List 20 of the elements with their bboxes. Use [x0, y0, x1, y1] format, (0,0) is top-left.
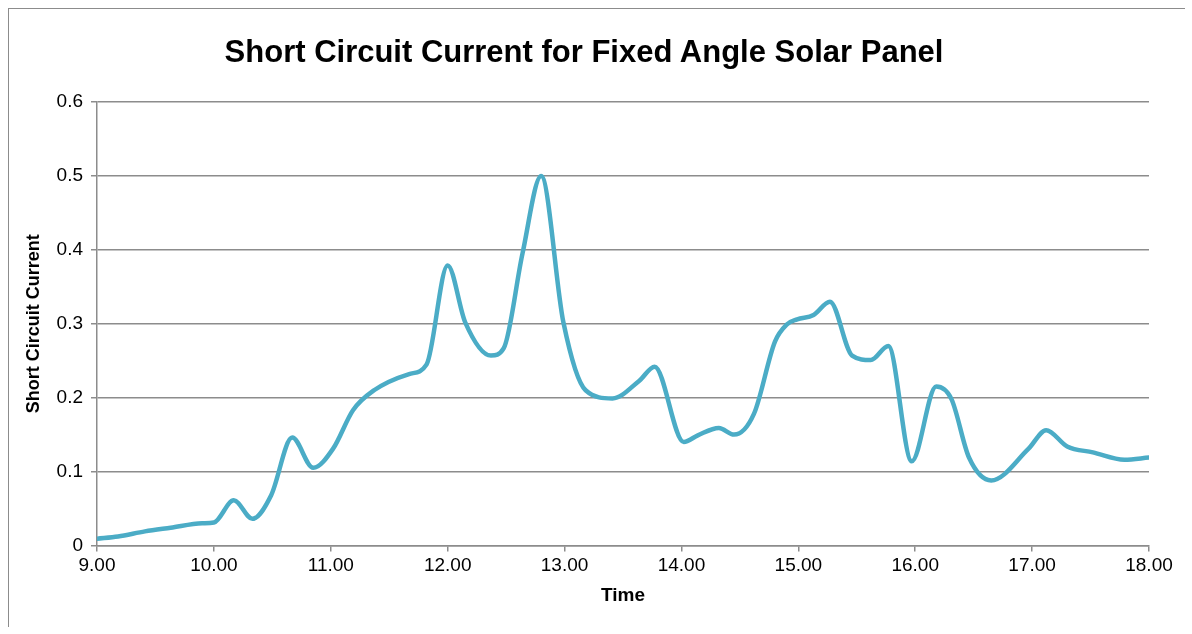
x-tick-label: 12.00	[423, 554, 472, 576]
y-axis-title: Short Circuit Current	[22, 234, 43, 414]
y-tick-label: 0.6	[56, 90, 84, 112]
x-tick-label: 14.00	[657, 554, 706, 576]
chart-title: Short Circuit Current for Fixed Angle Solar Panel	[224, 34, 944, 70]
x-tick-label: 13.00	[540, 554, 589, 576]
y-tick-label: 0.2	[56, 385, 84, 407]
x-tick-label: 15.00	[774, 554, 823, 576]
x-axis-title: Time	[601, 583, 646, 605]
x-tick-label: 10.00	[190, 554, 238, 576]
x-tick-label: 16.00	[891, 554, 939, 576]
x-tick-label: 11.00	[307, 554, 354, 576]
x-tick-label: 17.00	[1008, 554, 1056, 576]
x-tick-label: 18.00	[1125, 554, 1173, 576]
x-tick-label: 9.00	[78, 554, 116, 576]
y-tick-label: 0.5	[56, 164, 84, 186]
y-tick-label: 0.1	[56, 459, 84, 481]
y-tick-label: 0.4	[56, 238, 84, 260]
y-tick-label: 0	[72, 533, 84, 555]
y-tick-label: 0.3	[56, 312, 84, 334]
